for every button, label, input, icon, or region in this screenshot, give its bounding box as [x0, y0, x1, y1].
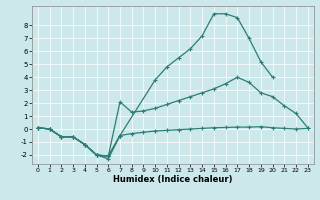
X-axis label: Humidex (Indice chaleur): Humidex (Indice chaleur) — [113, 175, 233, 184]
